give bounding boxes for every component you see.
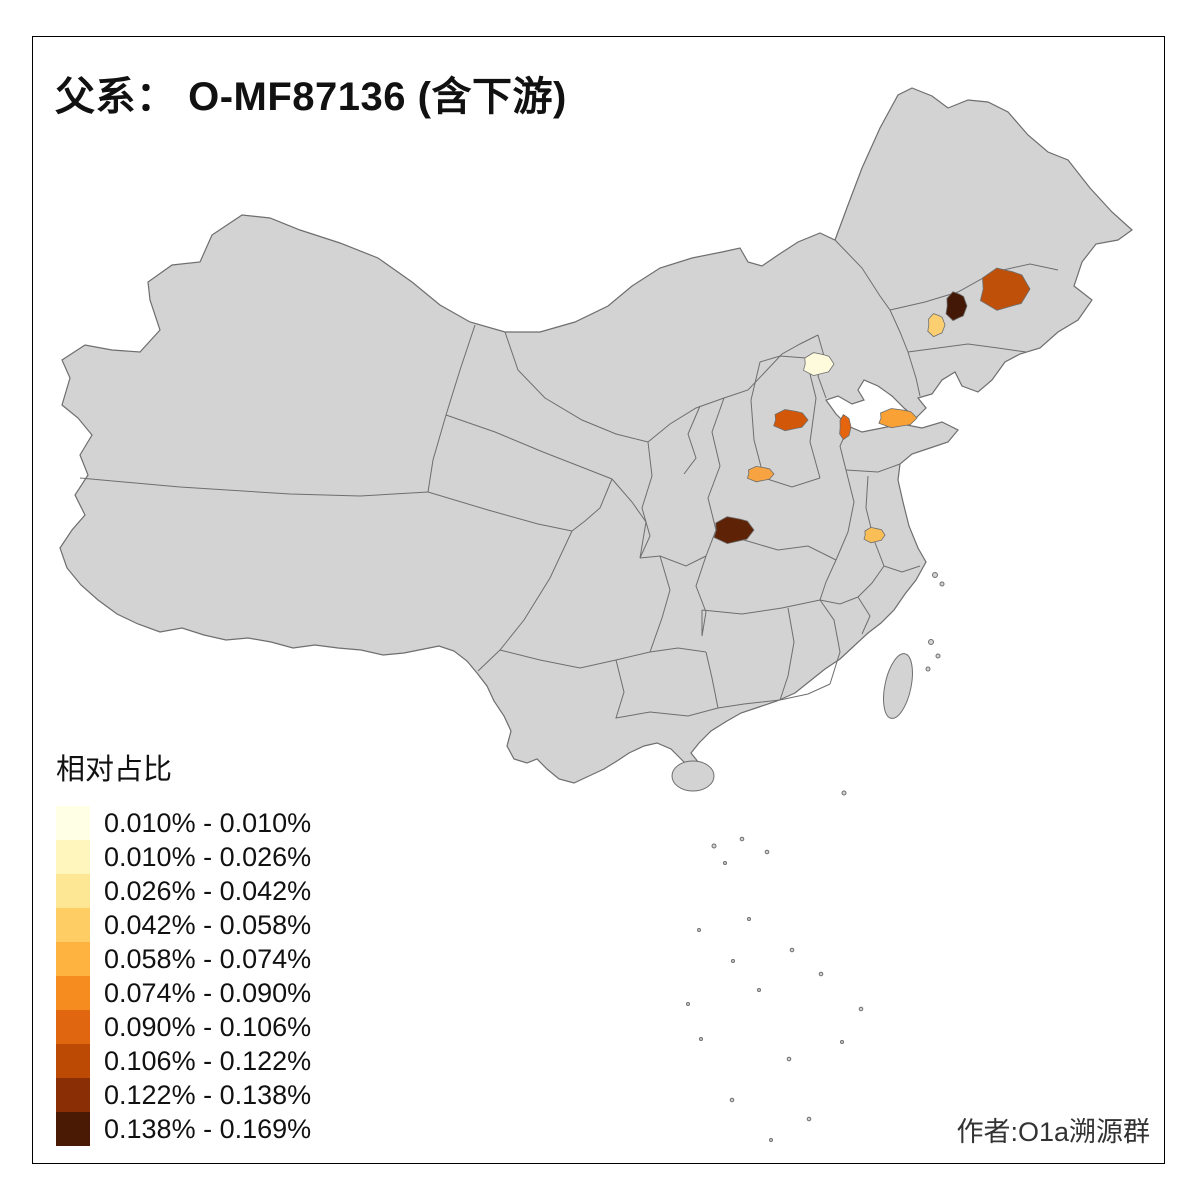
legend-swatch: [56, 976, 90, 1010]
legend-row: 0.122% - 0.138%: [56, 1078, 311, 1112]
legend-row: 0.010% - 0.010%: [56, 806, 311, 840]
map-region-hebei-south-orange: [839, 414, 852, 441]
legend-label: 0.138% - 0.169%: [104, 1113, 312, 1144]
legend-label: 0.010% - 0.010%: [104, 807, 312, 838]
map-region-anhui-light-orange: [863, 526, 886, 544]
map-region-northeast-pale-orange: [927, 313, 946, 338]
legend-swatch: [56, 942, 90, 976]
legend-swatch: [56, 874, 90, 908]
legend-row: 0.138% - 0.169%: [56, 1112, 311, 1146]
legend-swatch: [56, 1010, 90, 1044]
province-borders: [79, 239, 1059, 719]
minor-islands: [686, 572, 945, 1142]
page-title: 父系： O-MF87136 (含下游): [55, 75, 567, 119]
hainan-island: [671, 760, 715, 792]
legend-label: 0.074% - 0.090%: [104, 977, 312, 1008]
legend-swatch: [56, 1078, 90, 1112]
map-region-shanxi-dark-orange: [773, 409, 809, 432]
legend-swatch: [56, 806, 90, 840]
legend-row: 0.074% - 0.090%: [56, 976, 311, 1010]
highlight-regions: [713, 267, 1031, 545]
legend-row: 0.010% - 0.026%: [56, 840, 311, 874]
author-credit: 作者:O1a溯源群: [956, 1117, 1150, 1147]
legend-title: 相对占比: [56, 754, 173, 786]
map-region-northeast-large: [979, 267, 1031, 311]
map-region-northeast-darkest: [945, 291, 968, 322]
legend-label: 0.058% - 0.074%: [104, 943, 312, 974]
legend-row: 0.106% - 0.122%: [56, 1044, 311, 1078]
mainland-china-shape: [59, 87, 1133, 784]
map-region-south-shaanxi-dark-brown: [713, 516, 755, 545]
legend-label: 0.042% - 0.058%: [104, 909, 312, 940]
legend-swatch: [56, 1044, 90, 1078]
legend-label: 0.122% - 0.138%: [104, 1079, 312, 1110]
legend-swatch: [56, 908, 90, 942]
legend-label: 0.090% - 0.106%: [104, 1011, 312, 1042]
legend-row: 0.042% - 0.058%: [56, 908, 311, 942]
legend-row: 0.026% - 0.042%: [56, 874, 311, 908]
map-legend: 相对占比 0.010% - 0.010% 0.010% - 0.026% 0.026…: [56, 746, 311, 1146]
map-region-beijing-pale-cream: [803, 352, 835, 377]
legend-row: 0.090% - 0.106%: [56, 1010, 311, 1044]
legend-label: 0.106% - 0.122%: [104, 1045, 312, 1076]
legend-label: 0.010% - 0.026%: [104, 841, 312, 872]
map-region-central-light-orange: [746, 465, 775, 483]
taiwan-island: [883, 653, 913, 719]
legend-swatch: [56, 1112, 90, 1146]
legend-rows: 0.010% - 0.010% 0.010% - 0.026% 0.026% - 0…: [56, 806, 311, 1146]
legend-swatch: [56, 840, 90, 874]
map-region-shandong-orange: [878, 408, 918, 429]
legend-label: 0.026% - 0.042%: [104, 875, 312, 906]
legend-row: 0.058% - 0.074%: [56, 942, 311, 976]
